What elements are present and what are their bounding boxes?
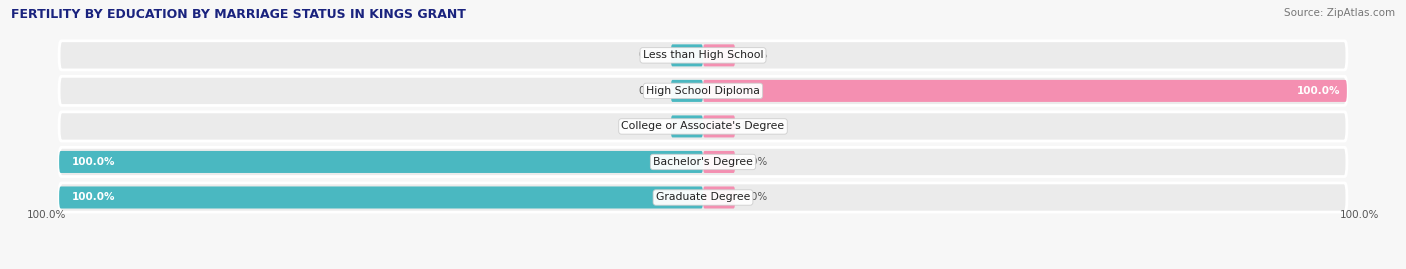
FancyBboxPatch shape bbox=[59, 76, 1347, 105]
FancyBboxPatch shape bbox=[703, 80, 1347, 102]
Text: High School Diploma: High School Diploma bbox=[647, 86, 759, 96]
FancyBboxPatch shape bbox=[703, 186, 735, 208]
Text: FERTILITY BY EDUCATION BY MARRIAGE STATUS IN KINGS GRANT: FERTILITY BY EDUCATION BY MARRIAGE STATU… bbox=[11, 8, 467, 21]
Text: 0.0%: 0.0% bbox=[638, 86, 665, 96]
Text: 100.0%: 100.0% bbox=[72, 157, 115, 167]
FancyBboxPatch shape bbox=[59, 186, 703, 208]
Text: 0.0%: 0.0% bbox=[741, 157, 768, 167]
FancyBboxPatch shape bbox=[703, 44, 735, 66]
Text: 0.0%: 0.0% bbox=[741, 50, 768, 60]
Text: Graduate Degree: Graduate Degree bbox=[655, 193, 751, 203]
FancyBboxPatch shape bbox=[671, 115, 703, 137]
Text: College or Associate's Degree: College or Associate's Degree bbox=[621, 121, 785, 132]
FancyBboxPatch shape bbox=[59, 151, 703, 173]
FancyBboxPatch shape bbox=[59, 41, 1347, 70]
Text: 100.0%: 100.0% bbox=[1340, 210, 1379, 220]
Text: 100.0%: 100.0% bbox=[72, 193, 115, 203]
Text: Source: ZipAtlas.com: Source: ZipAtlas.com bbox=[1284, 8, 1395, 18]
FancyBboxPatch shape bbox=[59, 112, 1347, 141]
Text: 0.0%: 0.0% bbox=[741, 193, 768, 203]
Text: 100.0%: 100.0% bbox=[27, 210, 66, 220]
Text: 0.0%: 0.0% bbox=[741, 121, 768, 132]
FancyBboxPatch shape bbox=[671, 80, 703, 102]
FancyBboxPatch shape bbox=[703, 115, 735, 137]
FancyBboxPatch shape bbox=[671, 44, 703, 66]
Text: 0.0%: 0.0% bbox=[638, 50, 665, 60]
Text: 0.0%: 0.0% bbox=[638, 121, 665, 132]
FancyBboxPatch shape bbox=[703, 151, 735, 173]
Text: Less than High School: Less than High School bbox=[643, 50, 763, 60]
FancyBboxPatch shape bbox=[59, 183, 1347, 212]
FancyBboxPatch shape bbox=[59, 147, 1347, 176]
Legend: Married, Unmarried: Married, Unmarried bbox=[619, 264, 787, 269]
Text: 100.0%: 100.0% bbox=[1296, 86, 1340, 96]
Text: Bachelor's Degree: Bachelor's Degree bbox=[652, 157, 754, 167]
